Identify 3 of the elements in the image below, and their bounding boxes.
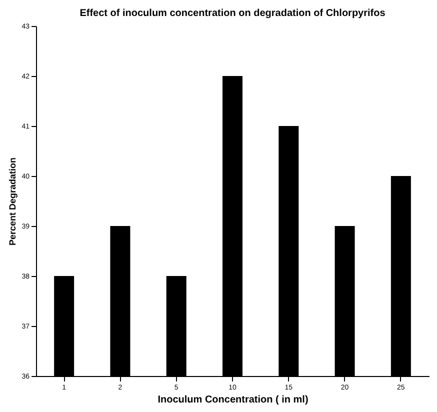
chart-title: Effect of inoculum concentration on degradation of Chlorpyrifos: [80, 8, 386, 19]
y-axis-title: Percent Degradation: [8, 157, 18, 246]
x-axis-title: Inoculum Concentration ( in ml): [158, 394, 308, 406]
